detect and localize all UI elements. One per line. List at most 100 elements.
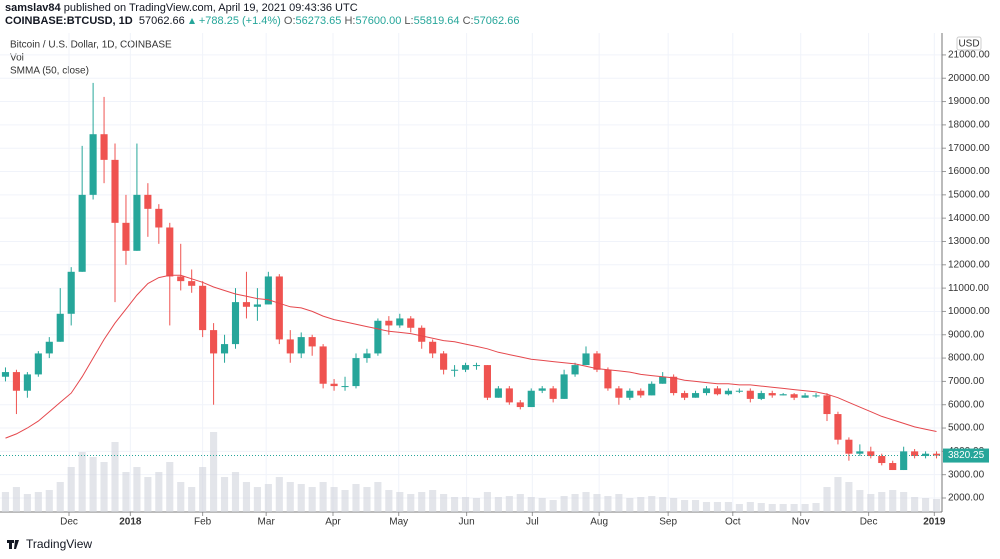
volume-bar bbox=[615, 494, 623, 512]
x-tick-label: Jul bbox=[526, 517, 539, 528]
volume-bar bbox=[67, 467, 75, 512]
candle-body bbox=[1, 372, 10, 377]
volume-bar bbox=[790, 504, 798, 512]
y-tick-label: 18000.00 bbox=[948, 120, 990, 131]
brand: TradingView bbox=[26, 537, 93, 551]
ohlc-label: H: bbox=[344, 15, 356, 27]
candle-body bbox=[319, 346, 327, 384]
volume-bar bbox=[922, 498, 930, 512]
y-tick-label: 13000.00 bbox=[948, 236, 990, 247]
volume-bar bbox=[78, 452, 86, 512]
volume-bar bbox=[472, 498, 481, 512]
volume-bar bbox=[889, 490, 897, 512]
volume-bar bbox=[516, 494, 524, 512]
volume-bar bbox=[242, 482, 251, 512]
y-tick-label: 5000.00 bbox=[948, 423, 985, 434]
y-tick-label: 2000.00 bbox=[948, 493, 985, 504]
volume-bar bbox=[494, 497, 502, 512]
candle-body bbox=[691, 393, 700, 398]
candle-body bbox=[374, 320, 382, 354]
volume-bar bbox=[231, 472, 240, 512]
volume-bar bbox=[604, 496, 612, 512]
ohlc-value: 57600.00 bbox=[355, 15, 402, 27]
volume-bar bbox=[155, 472, 163, 512]
volume-bar bbox=[549, 500, 557, 512]
volume-bar bbox=[210, 432, 218, 512]
candle-body bbox=[451, 369, 459, 371]
y-tick-label: 11000.00 bbox=[948, 283, 989, 294]
y-tick-label: 12000.00 bbox=[948, 259, 990, 270]
volume-bar bbox=[100, 462, 108, 512]
volume-bar bbox=[407, 494, 415, 512]
currency-box bbox=[956, 36, 982, 51]
volume-bar bbox=[670, 498, 678, 512]
volume-bar bbox=[461, 497, 470, 512]
volume-bar bbox=[637, 497, 645, 512]
volume-bar bbox=[582, 492, 590, 512]
y-tick-label: 14000.00 bbox=[948, 213, 990, 224]
candle-body bbox=[363, 353, 371, 359]
x-tick-label: Dec bbox=[860, 517, 878, 528]
candle-body bbox=[856, 451, 864, 454]
volume-bar bbox=[122, 472, 130, 512]
volume-bar bbox=[56, 482, 64, 512]
candle-body bbox=[155, 208, 163, 228]
volume-bar bbox=[626, 498, 634, 512]
volume-bar bbox=[560, 496, 568, 512]
grid bbox=[0, 33, 942, 512]
volume-bar bbox=[911, 497, 919, 512]
volume-bar bbox=[768, 504, 776, 512]
y-tick-label: 8000.00 bbox=[948, 353, 985, 364]
ohlc: O:56273.65 H:57600.00 L:55819.64 C:57062… bbox=[284, 15, 520, 27]
ohlc-value: 55819.64 bbox=[413, 15, 460, 27]
volume-bar bbox=[527, 497, 535, 512]
candle-body bbox=[297, 337, 305, 354]
volume-bar bbox=[867, 494, 875, 512]
last-price-box bbox=[943, 448, 989, 463]
volume-bar bbox=[374, 482, 382, 512]
candle-body bbox=[637, 390, 645, 396]
candle-body bbox=[527, 390, 535, 408]
candle-body bbox=[790, 394, 798, 398]
x-tick-label: Apr bbox=[325, 517, 341, 528]
last-price-label: 3820.25 bbox=[948, 450, 985, 461]
volume-bar bbox=[801, 504, 809, 512]
candle-body bbox=[56, 313, 64, 342]
candle-body bbox=[768, 393, 776, 396]
candle-body bbox=[78, 194, 86, 272]
volume-bar bbox=[571, 494, 579, 512]
volume-bar bbox=[648, 496, 656, 512]
candle-body bbox=[100, 134, 108, 160]
volume-bar bbox=[177, 482, 185, 512]
volume-bar bbox=[823, 487, 831, 512]
candle-body bbox=[341, 386, 349, 388]
volume-bar bbox=[330, 487, 338, 512]
volume-bar bbox=[352, 484, 360, 512]
volume-bar bbox=[12, 487, 20, 512]
candle-body bbox=[34, 353, 42, 375]
volume-bar bbox=[363, 487, 371, 512]
volume-bar bbox=[111, 442, 119, 512]
volume-bar bbox=[89, 457, 97, 512]
candle-body bbox=[89, 134, 97, 195]
ohlc-label: L: bbox=[404, 15, 414, 27]
candle-body bbox=[483, 365, 491, 398]
volume-bar bbox=[779, 504, 787, 512]
x-tick-label: Jun bbox=[459, 517, 475, 528]
y-tick-label: 17000.00 bbox=[948, 143, 990, 154]
candle-body bbox=[494, 388, 502, 398]
publish-line: samslav84 published on TradingView.com, … bbox=[5, 2, 519, 15]
up-arrow bbox=[188, 18, 195, 25]
y-tick-label: 7000.00 bbox=[948, 376, 985, 387]
candle-body bbox=[670, 376, 678, 394]
candle-body bbox=[231, 302, 240, 345]
volume-bar bbox=[1, 492, 10, 512]
candle-body bbox=[122, 222, 130, 251]
volume-bar bbox=[144, 477, 152, 512]
candle-body bbox=[418, 327, 426, 342]
volume-bar bbox=[856, 490, 864, 512]
x-tick-label: 2018 bbox=[119, 517, 142, 528]
volume-bar bbox=[878, 492, 886, 512]
candle-body bbox=[724, 390, 732, 395]
x-tick-label: Sep bbox=[659, 517, 677, 528]
